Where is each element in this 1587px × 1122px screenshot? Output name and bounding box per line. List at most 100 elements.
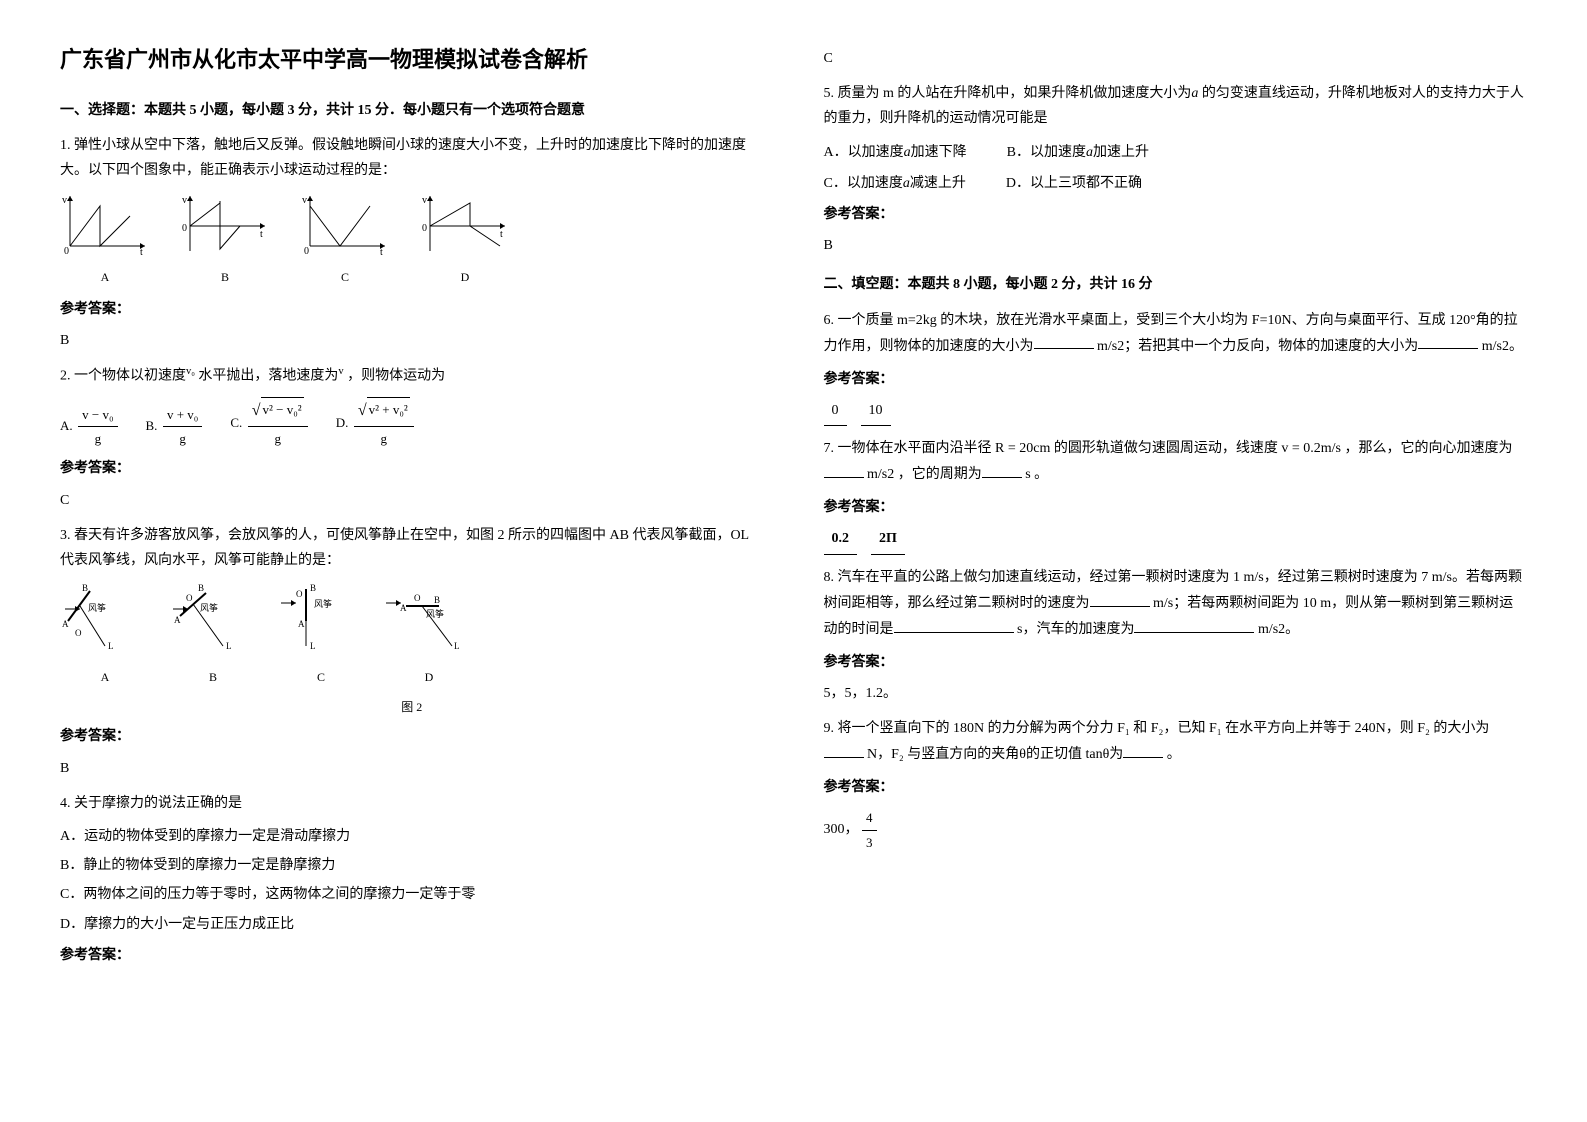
svg-text:O: O [296,589,303,599]
q5-text-pre: 5. 质量为 m 的人站在升降机中，如果升降机做加速度大小为 [824,86,1192,101]
q2-b-num: v + v₀ [163,403,202,427]
q6-unit1: m/s2；若把其中一个力反向，物体的加速度的大小为 [1097,338,1418,353]
q1-graph-a: vt 0 A [60,191,150,289]
svg-text:B: B [82,583,88,593]
q2-d-body: v² + v₀² [367,397,410,421]
q1-answer-label: 参考答案： [60,297,764,322]
q6-blank2 [1418,333,1478,350]
q5-opt-b: B．以加速度a加速上升 [1007,140,1149,165]
q8-unit2: s，汽车的加速度为 [1017,622,1134,637]
svg-text:B: B [434,595,440,605]
q9-blank2 [1123,741,1163,758]
q6-ans1: 0 [824,398,847,426]
q3-kite-a: B 风筝 A L O A [60,581,150,689]
q2-text-pre: 2. 一个物体以初速度 [60,369,186,384]
q6-answer-label: 参考答案： [824,367,1528,392]
right-column: C 5. 质量为 m 的人站在升降机中，如果升降机做加速度大小为a 的匀变速直线… [824,40,1528,968]
q4-opt-a: A．运动的物体受到的摩擦力一定是滑动摩擦力 [60,824,764,849]
svg-text:A: A [400,603,407,613]
q5-b-post: 加速上升 [1093,145,1149,160]
q5-a-pre: A．以加速度 [824,145,904,160]
question-1: 1. 弹性小球从空中下落，触地后又反弹。假设触地瞬间小球的速度大小不变，上升时的… [60,133,764,183]
svg-text:A: A [174,615,181,625]
q5-a-var2: a [1086,145,1093,160]
q2-opt-b: B. v + v₀g [146,403,203,451]
q2-b-den: g [175,427,190,450]
q5-a-var1: a [904,145,911,160]
question-7: 7. 一物体在水平面内沿半径 R = 20cm 的圆形轨道做匀速圆周运动，线速度… [824,436,1528,487]
q8-blank1 [1090,590,1150,607]
q1-graph-b: vt 0 B [180,191,270,289]
svg-text:v: v [182,195,187,206]
svg-text:O: O [186,593,193,603]
q5-answer-label: 参考答案： [824,202,1528,227]
q6-ans2: 10 [861,398,891,426]
svg-text:L: L [108,641,114,651]
q9-answer: 300， 43 [824,806,1528,854]
question-2: 2. 一个物体以初速度v₀ 水平抛出，落地速度为v ，则物体运动为 [60,363,764,389]
svg-text:0: 0 [422,223,427,234]
svg-text:风筝: 风筝 [200,602,218,613]
q3-kite-c: B 风筝 A L O C [276,581,366,689]
q4-opt-c: C．两物体之间的压力等于零时，这两物体之间的摩擦力一定等于零 [60,882,764,907]
q1-graph-c: vt 0 C [300,191,390,289]
svg-text:t: t [140,247,143,256]
q4-opt-d: D．摩擦力的大小一定与正压力成正比 [60,912,764,937]
svg-text:0: 0 [182,223,187,234]
q5-opts-row2: C．以加速度a减速上升 D．以上三项都不正确 [824,171,1528,196]
svg-text:0: 0 [64,246,69,256]
svg-text:0: 0 [304,246,309,256]
q2-c-body: v² − v₀² [261,397,304,421]
q1-graphs: vt 0 A vt 0 B [60,191,764,289]
q3-answer-label: 参考答案： [60,724,764,749]
svg-text:风筝: 风筝 [314,598,332,609]
q6-unit2: m/s2。 [1482,338,1523,353]
q3-label-a: A [60,667,150,689]
svg-text:t: t [380,247,383,256]
svg-text:L: L [226,641,232,651]
q8-unit3: m/s2。 [1258,622,1299,637]
q7-ans2: 2Π [871,526,905,554]
q2-a-label: A. [60,418,73,433]
q2-opt-a: A. v − v₀g [60,403,118,451]
q9-answer-label: 参考答案： [824,775,1528,800]
question-9: 9. 将一个竖直向下的 180N 的力分解为两个分力 F₁ 和 F₂，已知 F₁… [824,716,1528,767]
svg-text:B: B [198,583,204,593]
q6-blank1 [1034,333,1094,350]
q4-opt-b: B．静止的物体受到的摩擦力一定是静摩擦力 [60,853,764,878]
svg-text:L: L [310,641,316,651]
q6-answer: 0 10 [824,398,1528,426]
q4-answer-label: 参考答案： [60,943,764,968]
q2-c-label: C. [230,415,242,430]
q2-d-label: D. [336,415,349,430]
q2-a-den: g [91,427,106,450]
q7-blank1 [824,461,864,478]
svg-text:A: A [62,619,69,629]
q5-a-post: 加速下降 [911,145,967,160]
q3-kite-b: B 风筝 A L O B [168,581,258,689]
q2-v: v [338,366,343,377]
svg-text:v: v [62,195,67,206]
q5-a: a [1191,86,1198,101]
question-3: 3. 春天有许多游客放风筝，会放风筝的人，可使风筝静止在空中，如图 2 所示的四… [60,523,764,573]
q8-blank3 [1134,616,1254,633]
q2-options: A. v − v₀g B. v + v₀g C. √v² − v₀²g D. √… [60,397,764,450]
exam-page: 广东省广州市从化市太平中学高一物理模拟试卷含解析 一、选择题：本题共 5 小题，… [60,40,1527,968]
q5-opt-d: D．以上三项都不正确 [1006,171,1142,196]
q7-unit2: s 。 [1025,467,1048,482]
q1-answer: B [60,328,764,353]
q5-opt-a: A．以加速度a加速下降 [824,140,967,165]
question-4: 4. 关于摩擦力的说法正确的是 [60,791,764,816]
q7-answer: 0.2 2Π [824,526,1528,554]
q5-answer: B [824,233,1528,258]
svg-text:t: t [500,229,503,240]
svg-text:O: O [414,593,421,603]
q5-c-post: 减速上升 [910,176,966,191]
q3-kite-d: B 风筝 A L O D [384,581,474,689]
q2-text-mid: 水平抛出，落地速度为 [198,369,338,384]
q3-answer: B [60,756,764,781]
q2-b-label: B. [146,418,158,433]
q9-text1: 9. 将一个竖直向下的 180N 的力分解为两个分力 F₁ 和 F₂，已知 F₁… [824,721,1490,736]
q5-b-pre: B．以加速度 [1007,145,1086,160]
q7-ans2-b: 2Π [879,531,897,546]
